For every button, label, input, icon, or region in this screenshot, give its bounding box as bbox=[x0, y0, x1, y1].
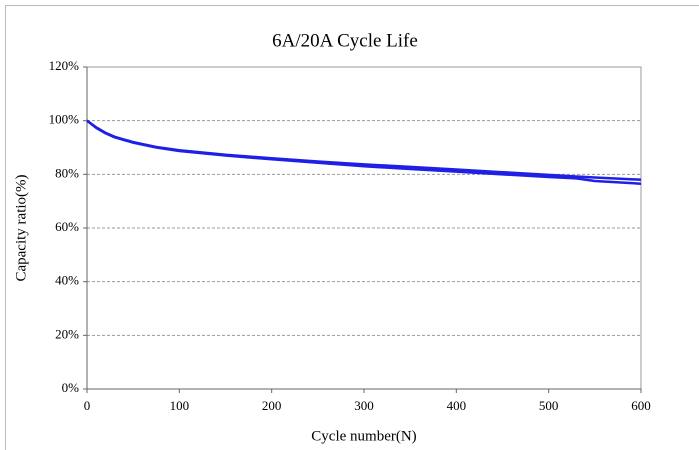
y-axis-label: Capacity ratio(%) bbox=[13, 174, 29, 281]
x-tick-label: 0 bbox=[84, 398, 91, 413]
x-tick-label: 400 bbox=[447, 398, 467, 413]
y-tick-label: 40% bbox=[55, 273, 79, 288]
x-tick-label: 100 bbox=[170, 398, 190, 413]
y-tick-label: 100% bbox=[49, 112, 80, 127]
x-axis-label: Cycle number(N) bbox=[311, 428, 416, 444]
y-tick-label: 0% bbox=[62, 380, 80, 395]
y-tick-label: 20% bbox=[55, 326, 79, 341]
x-tick-label: 200 bbox=[262, 398, 282, 413]
y-tick-label: 80% bbox=[55, 165, 79, 180]
chart-title: 6A/20A Cycle Life bbox=[272, 30, 418, 51]
y-tick-label: 60% bbox=[55, 219, 79, 234]
chart-frame bbox=[5, 5, 699, 450]
data-line bbox=[86, 119, 642, 185]
y-tick-label: 120% bbox=[49, 58, 80, 73]
x-tick-label: 600 bbox=[631, 398, 651, 413]
x-tick-label: 500 bbox=[539, 398, 559, 413]
x-tick-label: 300 bbox=[354, 398, 374, 413]
